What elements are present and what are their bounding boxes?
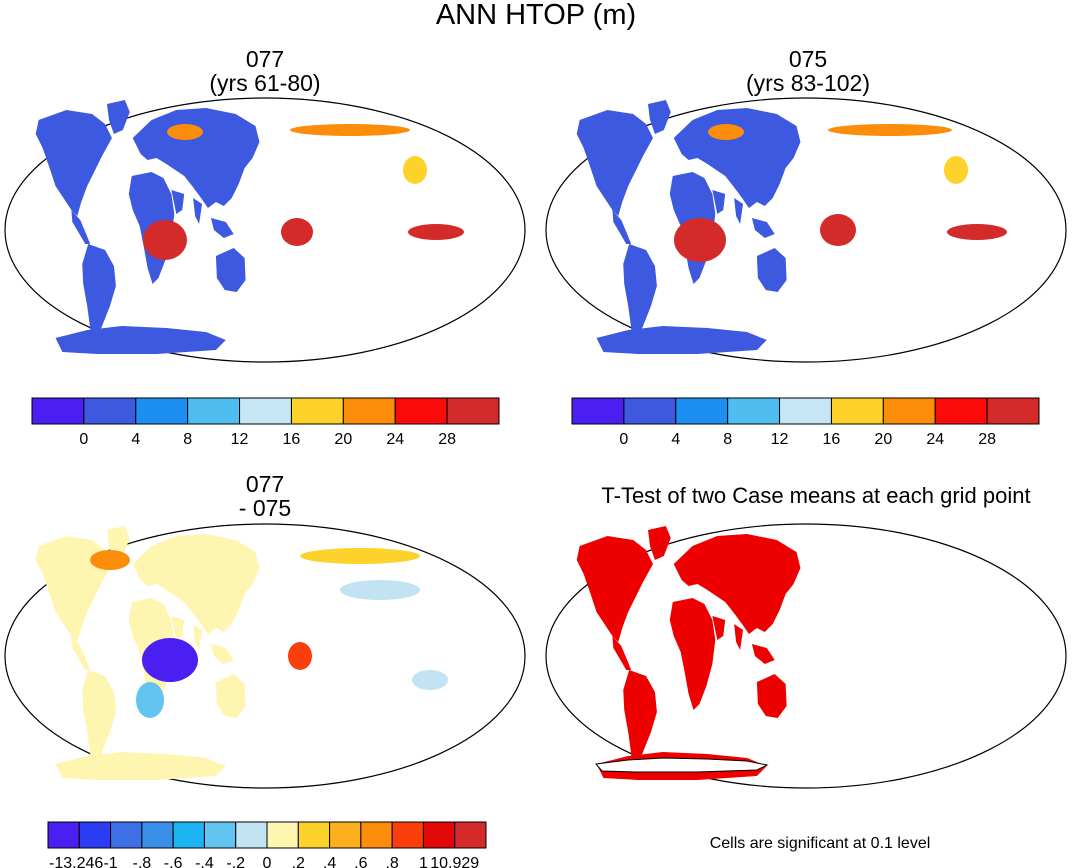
colorbar-swatch <box>986 397 1040 425</box>
colorbar-swatch <box>422 821 456 849</box>
colorbar-swatch <box>83 397 137 425</box>
colorbar-label: 8 <box>723 431 732 448</box>
colorbar-swatch <box>266 821 299 849</box>
map-border <box>545 97 1067 363</box>
colorbar-swatch <box>31 397 85 425</box>
colorbar-label: 24 <box>386 431 404 448</box>
colorbar-label: 12 <box>231 431 249 448</box>
panel-title-077: 077 (yrs 61-80) <box>90 47 440 95</box>
colorbar-swatch <box>394 397 448 425</box>
map-border <box>4 97 526 363</box>
colorbar-difference: -13.246 -1 -.8 -.6 -.4 -.2 0 .2 .4 .6 .8 1 10.929 <box>47 821 487 868</box>
colorbar-swatch <box>391 821 424 849</box>
colorbar-swatch <box>239 397 292 425</box>
hot-spots <box>143 124 464 260</box>
colorbar-label: 8 <box>183 431 192 448</box>
colorbar-swatch <box>297 821 331 849</box>
colorbar-swatch <box>141 821 174 849</box>
colorbar-label: 12 <box>771 431 789 448</box>
significance-note: Cells are significant at 0.1 level <box>709 835 931 852</box>
panel-title-ttest: T-Test of two Case means at each grid po… <box>601 483 1031 508</box>
map-panel-075 <box>545 97 1067 363</box>
colorbar-swatch <box>934 397 988 425</box>
panel-title-line1: 077 <box>245 46 285 72</box>
colorbar-075: 0 4 8 12 16 20 24 28 <box>571 397 1040 448</box>
difference-spots <box>90 548 448 718</box>
colorbar-swatch <box>727 397 781 425</box>
hot-spots <box>674 124 1007 262</box>
colorbar-label: 0 <box>619 431 628 448</box>
colorbar-swatch <box>47 821 80 849</box>
colorbar-label: -.2 <box>226 855 245 868</box>
colorbar-label: 20 <box>874 431 892 448</box>
panel-title-075: 075 (yrs 83-102) <box>633 47 983 95</box>
map-border <box>545 523 1067 789</box>
colorbar-label: 20 <box>334 431 352 448</box>
colorbar-label: 28 <box>438 431 456 448</box>
colorbar-label: 0 <box>263 855 272 868</box>
colorbar-label: -.8 <box>133 855 152 868</box>
colorbar-label: 0 <box>79 431 88 448</box>
map-panel-ttest <box>545 523 1067 789</box>
colorbar-label: 10.929 <box>430 855 479 868</box>
colorbar-swatch <box>882 397 936 425</box>
colorbar-swatch <box>329 821 362 849</box>
main-title: ANN HTOP (m) <box>435 0 637 31</box>
colorbar-swatch <box>360 821 393 849</box>
colorbar-swatch <box>203 821 237 849</box>
colorbar-swatch <box>571 397 625 425</box>
colorbar-swatch <box>779 397 832 425</box>
colorbar-label: 28 <box>978 431 996 448</box>
colorbar-swatch <box>78 821 112 849</box>
map-panel-difference <box>4 523 526 789</box>
panel-title-line1: 075 <box>788 46 828 72</box>
colorbar-swatch <box>454 821 487 849</box>
colorbar-label: 16 <box>823 431 841 448</box>
colorbar-label: -13.246 <box>49 855 103 868</box>
colorbar-swatch <box>135 397 189 425</box>
colorbar-label: .2 <box>292 855 305 868</box>
colorbar-label: .4 <box>323 855 336 868</box>
colorbar-swatch <box>623 397 677 425</box>
colorbar-swatch <box>290 397 344 425</box>
colorbar-077: 0 4 8 12 16 20 24 28 <box>31 397 500 448</box>
antarctica-outline <box>595 757 769 773</box>
colorbar-swatch <box>675 397 729 425</box>
colorbar-label: -.4 <box>195 855 214 868</box>
colorbar-swatch <box>342 397 396 425</box>
colorbar-swatch <box>110 821 143 849</box>
colorbar-swatch <box>830 397 884 425</box>
panel-title-line2: (yrs 83-102) <box>746 70 870 97</box>
colorbar-swatch <box>172 821 205 849</box>
colorbar-label: .8 <box>385 855 398 868</box>
colorbar-swatch <box>187 397 241 425</box>
colorbar-label: 1 <box>419 855 428 868</box>
panel-title-line2: - 075 <box>238 495 292 522</box>
colorbar-label: 4 <box>671 431 680 448</box>
colorbar-label: 16 <box>283 431 301 448</box>
colorbar-label: -1 <box>103 855 117 868</box>
colorbar-label: 4 <box>131 431 140 448</box>
colorbar-swatch <box>235 821 268 849</box>
panel-title-line2: (yrs 61-80) <box>209 70 321 97</box>
map-panel-077 <box>4 97 526 363</box>
colorbar-label: .6 <box>354 855 367 868</box>
panel-title-difference: 077 - 075 <box>90 472 440 520</box>
panel-title-line1: 077 <box>245 471 285 497</box>
colorbar-label: 24 <box>926 431 944 448</box>
colorbar-label: -.6 <box>164 855 183 868</box>
colorbar-swatch <box>446 397 500 425</box>
